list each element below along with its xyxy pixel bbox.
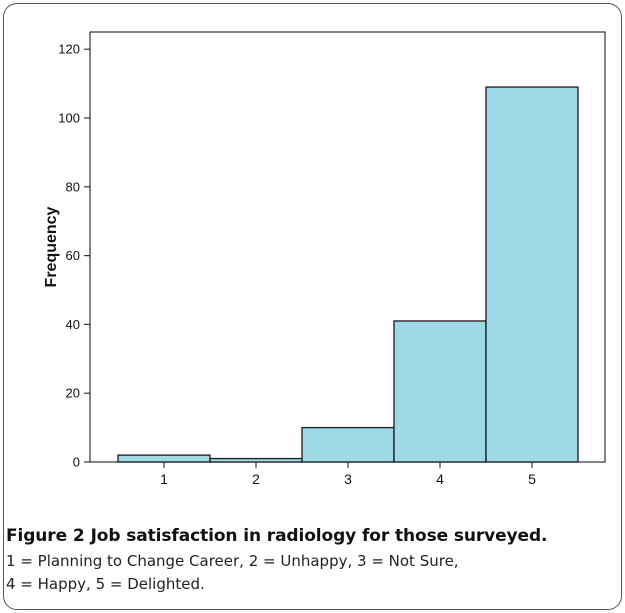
x-tick-label-4: 4 — [436, 471, 444, 487]
figure-label: Figure 2 — [6, 526, 85, 546]
x-tick-label-1: 1 — [160, 471, 168, 487]
y-tick-label-0: 0 — [73, 455, 80, 470]
y-tick-label-100: 100 — [58, 111, 80, 126]
figure-caption: Figure 2 Job satisfaction in radiology fo… — [6, 526, 606, 596]
bar-3 — [301, 426, 395, 463]
caption-title: Figure 2 Job satisfaction in radiology fo… — [6, 526, 606, 546]
x-tick-label-3: 3 — [344, 471, 352, 487]
y-tick-label-120: 120 — [58, 42, 80, 57]
histogram-chart: 0 20 40 60 80 100 120 1 2 3 4 5 Frequency — [43, 31, 606, 487]
caption-body: 1 = Planning to Change Career, 2 = Unhap… — [6, 550, 606, 596]
caption-line-1: 1 = Planning to Change Career, 2 = Unhap… — [6, 552, 459, 570]
figure-title: Job satisfaction in radiology for those … — [90, 526, 548, 546]
x-axis: 1 2 3 4 5 — [160, 462, 536, 487]
bar-1 — [117, 454, 211, 463]
y-axis-label: Frequency — [43, 206, 60, 287]
y-tick-label-20: 20 — [66, 386, 80, 401]
x-tick-label-2: 2 — [252, 471, 260, 487]
y-tick-label-60: 60 — [66, 248, 80, 263]
y-tick-label-40: 40 — [66, 317, 80, 332]
y-axis: 0 20 40 60 80 100 120 — [58, 42, 90, 470]
bar-5 — [485, 86, 579, 463]
bar-2 — [209, 457, 303, 463]
y-tick-label-80: 80 — [66, 179, 80, 194]
x-tick-label-5: 5 — [528, 471, 536, 487]
bars-group — [117, 86, 579, 463]
bar-4 — [393, 320, 487, 463]
caption-line-2: 4 = Happy, 5 = Delighted. — [6, 575, 205, 593]
